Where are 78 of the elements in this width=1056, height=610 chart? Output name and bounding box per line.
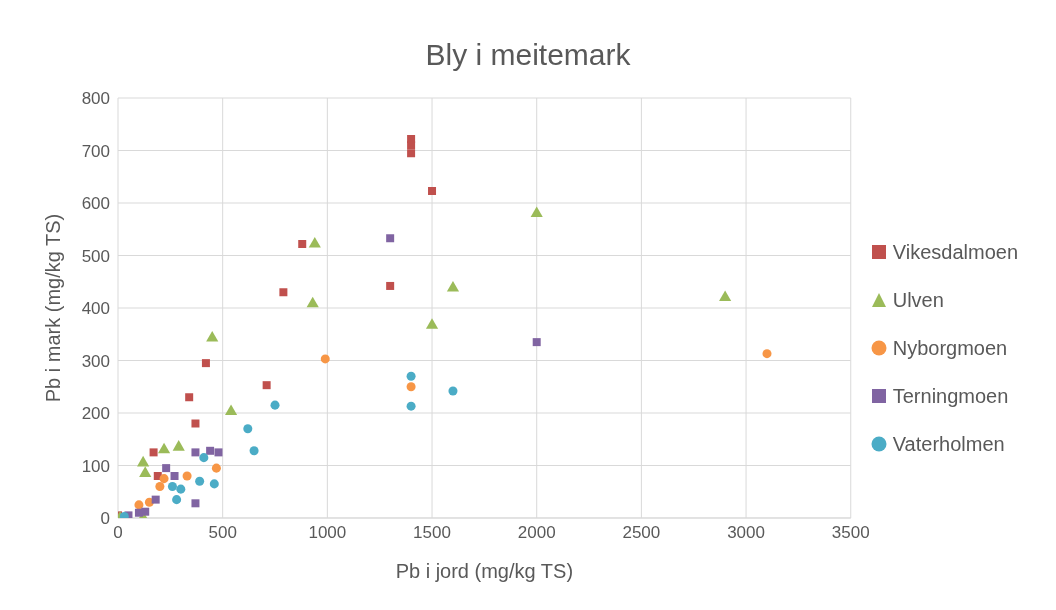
y-axis-title: Pb i mark (mg/kg TS) (42, 213, 65, 403)
point (279, 288, 288, 297)
y-tick-label: 800 (81, 89, 110, 109)
point (155, 481, 165, 492)
x-tick-label: 0 (113, 523, 123, 543)
point (425, 318, 439, 329)
point (306, 296, 319, 308)
point (182, 471, 192, 481)
point (211, 463, 221, 473)
point (214, 448, 223, 457)
point (407, 149, 416, 158)
x-axis-title: Pb i jord (mg/kg TS) (395, 560, 574, 582)
point (428, 186, 437, 195)
point (157, 442, 171, 454)
point (170, 472, 179, 480)
point (172, 495, 182, 505)
point (162, 464, 171, 473)
point (139, 466, 152, 477)
point (137, 455, 150, 467)
y-tick-label: 100 (81, 456, 110, 476)
x-tick-label: 2500 (622, 523, 661, 543)
point (206, 330, 219, 342)
y-tick-label: 400 (81, 299, 110, 319)
point (195, 476, 205, 486)
x-tick-label: 1000 (308, 523, 347, 543)
y-tick-label: 200 (81, 404, 110, 424)
x-tick-label: 500 (208, 523, 237, 543)
legend-label: Vikesdalmoen (892, 240, 1018, 265)
point (270, 400, 280, 410)
y-tick-label: 700 (81, 141, 110, 161)
legend-label: Terningmoen (892, 384, 1009, 409)
point (206, 446, 215, 455)
x-tick-label: 3500 (831, 523, 870, 543)
point (199, 453, 209, 463)
point (407, 134, 416, 143)
point (406, 401, 416, 411)
point (191, 448, 200, 457)
point (262, 381, 271, 390)
chart-title: Bly i meitemark (424, 37, 632, 73)
legend-label: Ulven (892, 288, 944, 313)
point (243, 424, 253, 434)
point (320, 354, 330, 364)
y-tick-label: 300 (81, 351, 110, 371)
point (530, 206, 543, 218)
legend-label: Vaterholmen (892, 432, 1005, 457)
point (249, 446, 259, 456)
point (406, 382, 416, 392)
point (134, 500, 144, 510)
point (308, 236, 321, 248)
x-tick-label: 1500 (413, 523, 451, 543)
point (224, 404, 238, 415)
point (185, 393, 194, 402)
point (386, 234, 395, 243)
point (141, 507, 150, 516)
point (446, 281, 460, 292)
point (191, 419, 200, 428)
point (448, 386, 458, 396)
point (201, 359, 210, 368)
point (532, 338, 541, 347)
point (209, 479, 219, 489)
point (386, 281, 395, 290)
point (176, 484, 186, 494)
x-tick-label: 2000 (517, 523, 556, 543)
legend-label: Nyborgmoen (892, 336, 1008, 361)
point (159, 474, 169, 484)
point (762, 349, 772, 359)
y-tick-label: 0 (100, 509, 110, 529)
y-tick-label: 600 (81, 194, 110, 214)
y-tick-label: 500 (81, 246, 110, 266)
point (149, 448, 158, 457)
point (298, 239, 307, 248)
point (151, 495, 160, 504)
point (406, 371, 416, 381)
point (167, 481, 177, 492)
point (191, 499, 200, 508)
point (719, 290, 732, 302)
point (172, 440, 185, 451)
x-tick-label: 3000 (727, 523, 765, 543)
